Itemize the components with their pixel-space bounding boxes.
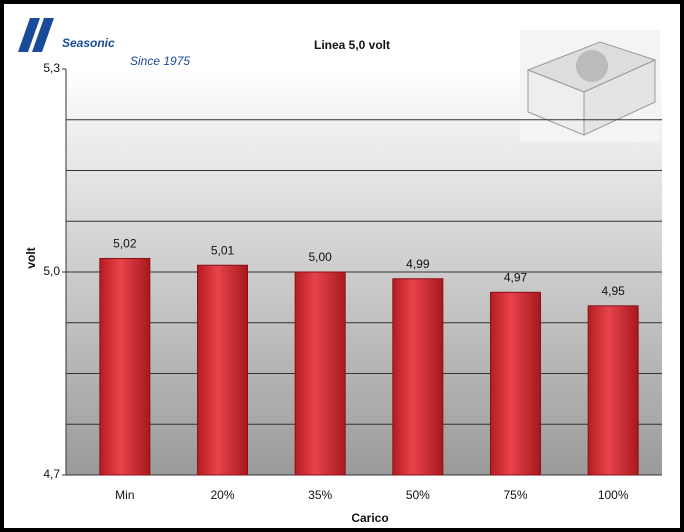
bar <box>99 257 151 476</box>
bar <box>490 291 541 476</box>
y-tick-label: 5,0 <box>43 264 60 278</box>
value-label: 5,00 <box>308 250 332 264</box>
product-image <box>520 30 660 142</box>
x-tick-label: 50% <box>406 488 430 502</box>
value-label: 5,01 <box>211 243 235 257</box>
brand-tagline: Since 1975 <box>130 54 190 68</box>
x-tick-label: 100% <box>598 488 629 502</box>
value-label: 4,97 <box>504 270 528 284</box>
bar <box>197 264 248 476</box>
bar <box>392 278 444 476</box>
y-tick-label: 5,3 <box>43 61 60 75</box>
bar <box>587 305 639 476</box>
x-axis-label: Carico <box>351 511 388 525</box>
psu-side <box>583 59 656 136</box>
value-label: 5,02 <box>113 237 137 251</box>
value-label: 4,95 <box>601 284 625 298</box>
bar <box>294 271 346 476</box>
x-tick-label: 75% <box>503 488 527 502</box>
brand: Seasonic <box>62 36 115 50</box>
y-tick-label: 4,7 <box>43 467 60 481</box>
logo-mark <box>18 18 54 52</box>
x-tick-label: 20% <box>210 488 234 502</box>
chart-title: Linea 5,0 volt <box>314 38 390 52</box>
psu-fan <box>576 50 608 82</box>
x-tick-label: 35% <box>308 488 332 502</box>
value-label: 4,99 <box>406 257 430 271</box>
x-tick-label: Min <box>115 488 134 502</box>
y-axis-label: volt <box>24 247 38 268</box>
logo: Seasonic Since 1975 <box>18 18 190 68</box>
